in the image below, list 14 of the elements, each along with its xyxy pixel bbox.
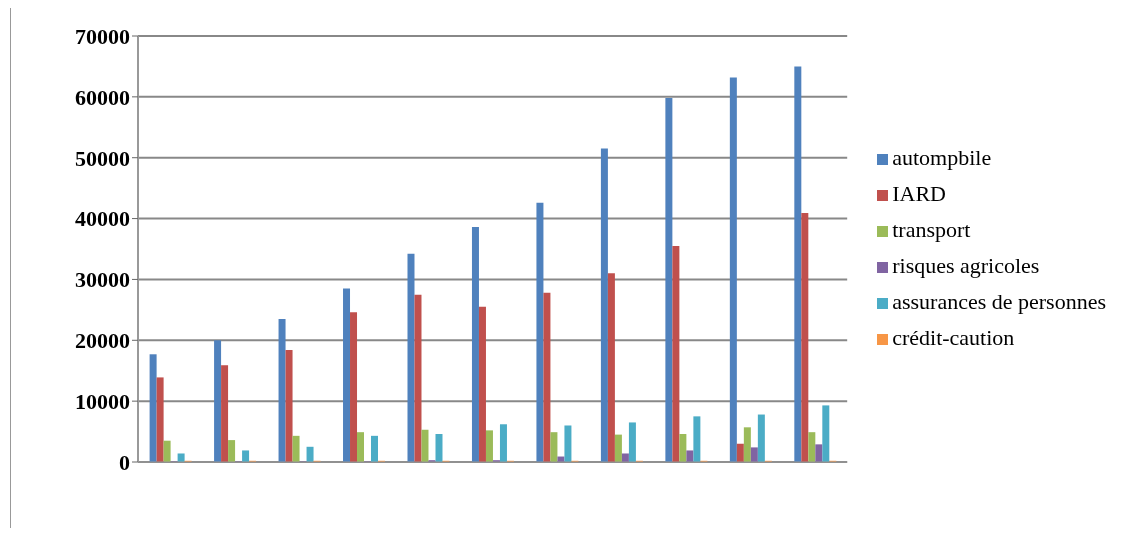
legend-label: assurances de personnes bbox=[892, 289, 1106, 314]
y-tick-label: 60000 bbox=[75, 84, 130, 110]
legend-label: transport bbox=[892, 217, 971, 242]
legend-label: risques agricoles bbox=[892, 253, 1040, 278]
y-tick-label: 0 bbox=[119, 449, 130, 475]
legend-label: autompbile bbox=[892, 145, 992, 170]
y-tick-label: 40000 bbox=[75, 206, 130, 232]
legend-label: crédit-caution bbox=[892, 325, 1015, 350]
y-tick-label: 10000 bbox=[75, 388, 130, 414]
y-tick-label: 30000 bbox=[75, 267, 130, 293]
y-tick-label: 50000 bbox=[75, 145, 130, 171]
legend-label: IARD bbox=[892, 181, 946, 206]
y-tick-label: 70000 bbox=[75, 23, 130, 49]
y-tick-label: 20000 bbox=[75, 328, 130, 354]
